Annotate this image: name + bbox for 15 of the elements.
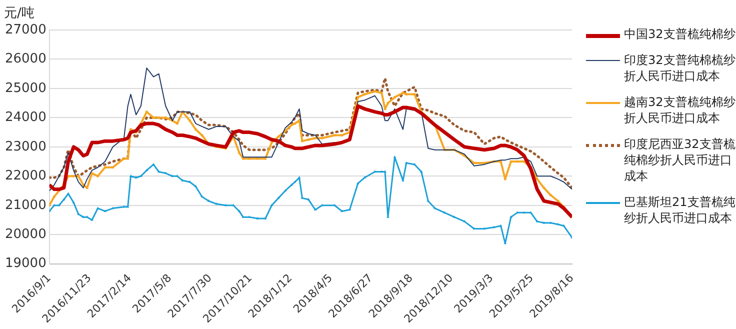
y-tick-label: 23000 bbox=[4, 139, 46, 154]
legend-label: 巴基斯坦21支普梳纯纱折人民币进口成本 bbox=[624, 194, 736, 226]
y-tick-label: 22000 bbox=[4, 168, 46, 184]
y-tick-label: 20000 bbox=[4, 226, 46, 242]
y-tick-label: 21000 bbox=[4, 198, 46, 213]
y-tick-label: 25000 bbox=[4, 80, 46, 96]
legend-label: 印度尼西亚32支普梳纯棉纱折人民币进口成本 bbox=[624, 136, 736, 184]
legend-label: 印度32支普纯棉梳纱折人民币进口成本 bbox=[624, 52, 736, 84]
y-tick-label: 27000 bbox=[4, 22, 46, 38]
y-tick-label: 26000 bbox=[4, 52, 46, 67]
y-tick-label: 19000 bbox=[4, 256, 46, 272]
y-tick-label: 24000 bbox=[4, 110, 46, 126]
legend-label: 中国32支普梳纯棉纱 bbox=[624, 26, 736, 42]
legend-label: 越南32支普梳纯棉纱折人民币进口成本 bbox=[624, 94, 736, 126]
y-axis-title: 元/吨 bbox=[4, 5, 34, 22]
